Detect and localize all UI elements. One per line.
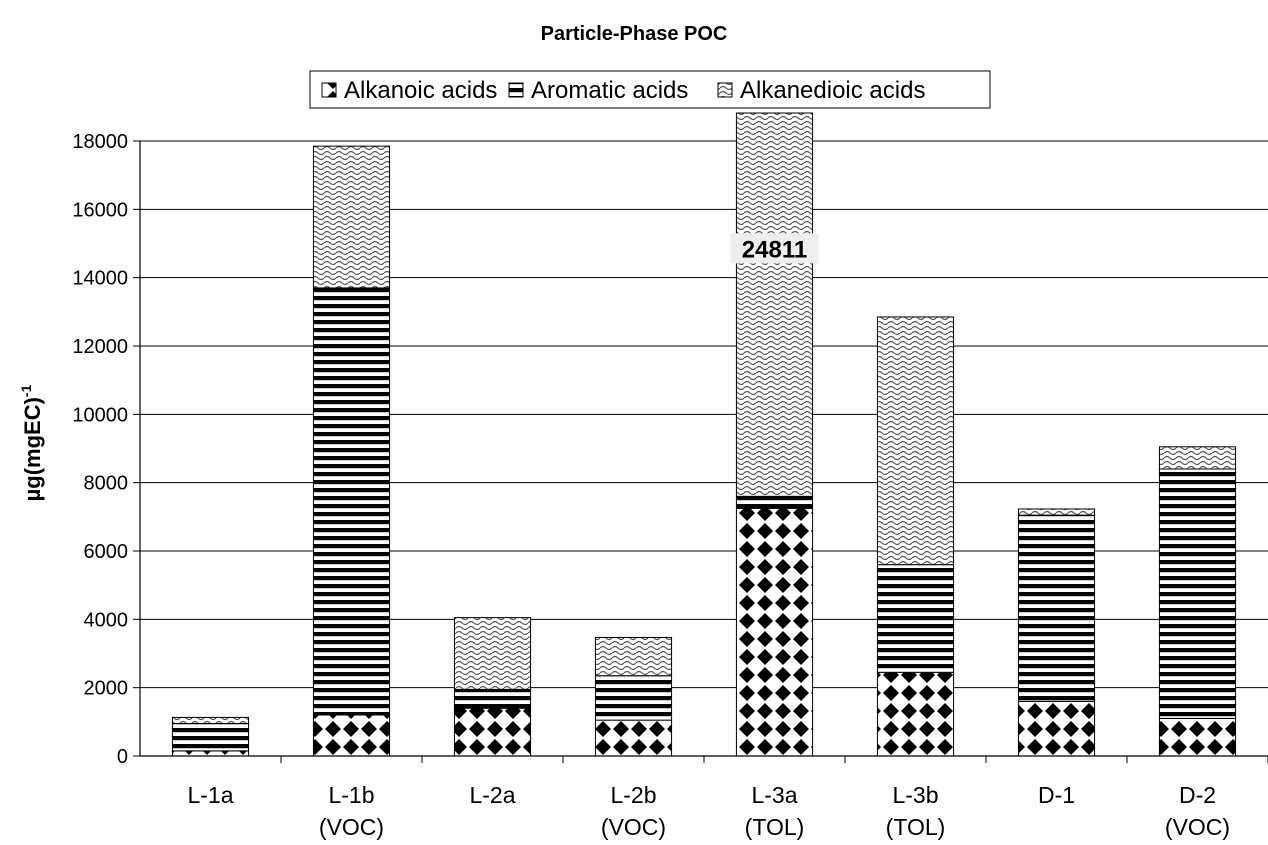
y-axis-label: µg(mgEC)-1 (18, 384, 45, 501)
bar-segment-hstripes (876, 564, 955, 673)
legend-box (309, 70, 991, 109)
bar-segment-diamonds (735, 507, 814, 757)
x-tick-label: (TOL) (745, 814, 805, 840)
x-tick-label: (TOL) (886, 814, 946, 840)
x-tick-label: (VOC) (601, 814, 666, 840)
x-tick-label: L-1a (187, 782, 233, 808)
x-tick-label: L-2a (469, 782, 515, 808)
bar-segment-waves (1158, 446, 1237, 470)
y-tick-label: 14000 (72, 268, 128, 290)
annotation-background (730, 233, 819, 264)
bar-segment-hstripes (171, 723, 250, 752)
bar-segment-hstripes (453, 688, 532, 709)
legend-label: Alkanedioic acids (740, 77, 925, 104)
bar-segment-diamonds (594, 719, 673, 757)
bar-segment-waves (876, 316, 955, 566)
bar-segment-waves (312, 145, 391, 289)
y-tick-label: 16000 (72, 199, 128, 221)
y-tick-label: 18000 (72, 131, 128, 153)
bar-segment-diamonds (1158, 717, 1237, 757)
bar-segment-diamonds (876, 671, 955, 757)
bar-segment-diamonds (171, 750, 250, 757)
y-tick-label: 8000 (84, 473, 129, 495)
y-tick-label: 4000 (84, 609, 129, 631)
y-tick-label: 10000 (72, 404, 128, 426)
bars: 24811 (171, 112, 1237, 757)
bar-segment-diamonds (1017, 700, 1096, 757)
legend-swatch (717, 82, 733, 98)
legend-swatch (321, 82, 337, 98)
bar-total-annotation: 24811 (742, 236, 807, 263)
bar-segment-waves (1017, 508, 1096, 516)
y-tick-label: 0 (117, 746, 128, 768)
bar-segment-hstripes (594, 675, 673, 721)
bar-segment-hstripes (735, 495, 814, 509)
x-tick-label: D-2 (1179, 782, 1216, 808)
bar-segment-waves (453, 617, 532, 690)
legend-label: Alkanoic acids (344, 77, 497, 104)
axes: 0 2000 4000 6000 8000 10000 12000 14000 16000 180… (72, 131, 1268, 840)
y-tick-label: 12000 (72, 336, 128, 358)
bar-segment-hstripes (1017, 514, 1096, 702)
bar-segment-diamonds (312, 714, 391, 757)
bar-segment-hstripes (312, 287, 391, 716)
x-tick-label: L-1b (328, 782, 374, 808)
bar-segment-waves (735, 112, 814, 497)
x-tick-label: (VOC) (319, 814, 384, 840)
chart-title: Particle-Phase POC (541, 23, 728, 45)
bar-segment-waves (594, 636, 673, 677)
bar-segment-diamonds (453, 707, 532, 757)
legend: Alkanoic acids Aromatic acids Alkanedioic … (309, 70, 991, 109)
x-tick-label: (VOC) (1165, 814, 1230, 840)
bar-segment-hstripes (1158, 468, 1237, 719)
legend-swatch (508, 82, 524, 98)
x-tick-label: L-3a (751, 782, 797, 808)
legend-label: Aromatic acids (531, 77, 688, 104)
x-tick-label: D-1 (1038, 782, 1075, 808)
x-tick-label: L-2b (610, 782, 656, 808)
gridlines (140, 140, 1268, 689)
y-tick-label: 2000 (84, 678, 129, 700)
y-tick-label: 6000 (84, 541, 129, 563)
bar-segment-waves (171, 716, 250, 725)
x-tick-label: L-3b (892, 782, 938, 808)
